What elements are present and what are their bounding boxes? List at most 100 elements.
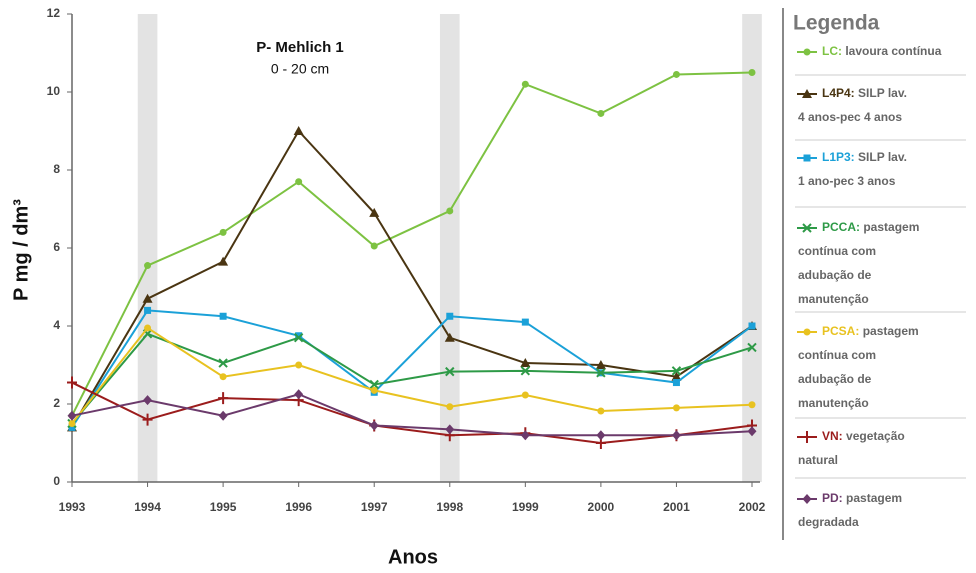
legend-text: degradada [798, 515, 859, 529]
series-line [71, 129, 753, 428]
legend-text: adubação de [798, 372, 872, 386]
marker [370, 242, 378, 250]
highlight-band [742, 14, 762, 482]
marker [672, 379, 680, 387]
legend-text: contínua com [798, 244, 876, 258]
legend-text: LC: lavoura contínua [822, 44, 942, 58]
marker [295, 332, 303, 340]
marker [369, 379, 379, 390]
marker [68, 420, 76, 427]
legend-name: PCCA: [822, 220, 860, 234]
legend-text: PCCA: pastagem [822, 220, 919, 234]
x-tick-label: 1999 [512, 500, 539, 514]
x-tick-label: 2000 [588, 500, 615, 514]
x-axis-label: Anos [388, 546, 438, 568]
legend-text: VN: vegetação [822, 429, 905, 443]
marker [144, 324, 152, 332]
marker [144, 262, 152, 270]
marker [748, 322, 756, 330]
legend-text: L1P3: SILP lav. [822, 150, 907, 164]
marker [595, 360, 606, 369]
marker [219, 373, 227, 381]
series-line [71, 326, 753, 425]
highlight-band [439, 14, 460, 482]
marker [803, 328, 811, 336]
marker [803, 154, 811, 162]
legend-name: L4P4: [822, 86, 855, 100]
marker [672, 404, 680, 412]
marker [295, 361, 303, 369]
legend-name: LC: [822, 44, 842, 58]
marker [803, 48, 811, 56]
marker [67, 410, 77, 421]
marker [144, 306, 152, 314]
legend-description: adubação de [798, 372, 872, 386]
x-tick-label: 1997 [361, 500, 388, 514]
legend-description: degradada [798, 515, 859, 529]
marker [671, 371, 682, 381]
series-line [71, 381, 753, 445]
marker [219, 312, 227, 320]
legend-description: lavoura contínua [845, 44, 941, 58]
y-tick-label: 6 [53, 240, 60, 254]
y-tick-label: 10 [47, 84, 61, 98]
series-line [71, 71, 753, 417]
y-tick-label: 8 [53, 162, 60, 176]
marker [802, 223, 812, 233]
marker [68, 423, 76, 431]
marker [293, 332, 304, 343]
marker [747, 426, 757, 437]
legend-name: PCSA: [822, 324, 859, 338]
marker [218, 392, 229, 405]
legend-description: natural [798, 453, 838, 467]
y-tick-label: 0 [53, 474, 60, 488]
y-tick-label: 12 [47, 6, 61, 20]
marker [596, 368, 606, 378]
x-tick-label: 1996 [285, 500, 312, 514]
legend-description: pastagem [863, 220, 919, 234]
marker [142, 293, 153, 303]
legend-name: VN: [822, 429, 843, 443]
marker [520, 430, 530, 441]
marker [520, 366, 531, 376]
legend-text: natural [798, 453, 838, 467]
legend-name: L1P3: [822, 150, 855, 164]
legend-description: 4 anos-pec 4 anos [798, 110, 902, 124]
marker [295, 178, 303, 186]
marker [671, 366, 682, 376]
marker [802, 431, 812, 443]
marker [446, 312, 454, 320]
y-tick-label: 4 [53, 318, 60, 332]
legend-description: SILP lav. [858, 150, 907, 164]
legend-description: adubação de [798, 268, 872, 282]
marker [445, 366, 455, 377]
marker [67, 376, 77, 389]
marker [369, 420, 379, 431]
x-tick-label: 1998 [436, 500, 463, 514]
x-tick-label: 1994 [134, 500, 161, 514]
legend-text: manutenção [798, 396, 869, 410]
legend-description: pastagem [863, 324, 919, 338]
marker [521, 318, 529, 326]
marker [370, 386, 378, 394]
marker [802, 89, 812, 98]
marker [218, 358, 228, 368]
legend-text: adubação de [798, 268, 872, 282]
marker [802, 494, 812, 504]
marker [748, 69, 756, 76]
marker [672, 70, 680, 78]
marker [143, 395, 153, 406]
marker [218, 410, 228, 421]
y-axis-label: P mg / dm³ [10, 199, 32, 301]
marker [521, 80, 529, 88]
legend-description: pastagem [846, 491, 902, 505]
legend-description: manutenção [798, 396, 869, 410]
y-tick-label: 2 [53, 396, 60, 410]
marker [597, 407, 605, 415]
marker [444, 332, 455, 342]
marker [219, 228, 227, 236]
legend-text: contínua com [798, 348, 876, 362]
legend-description: 1 ano-pec 3 anos [798, 174, 896, 188]
highlight-band [137, 14, 158, 482]
